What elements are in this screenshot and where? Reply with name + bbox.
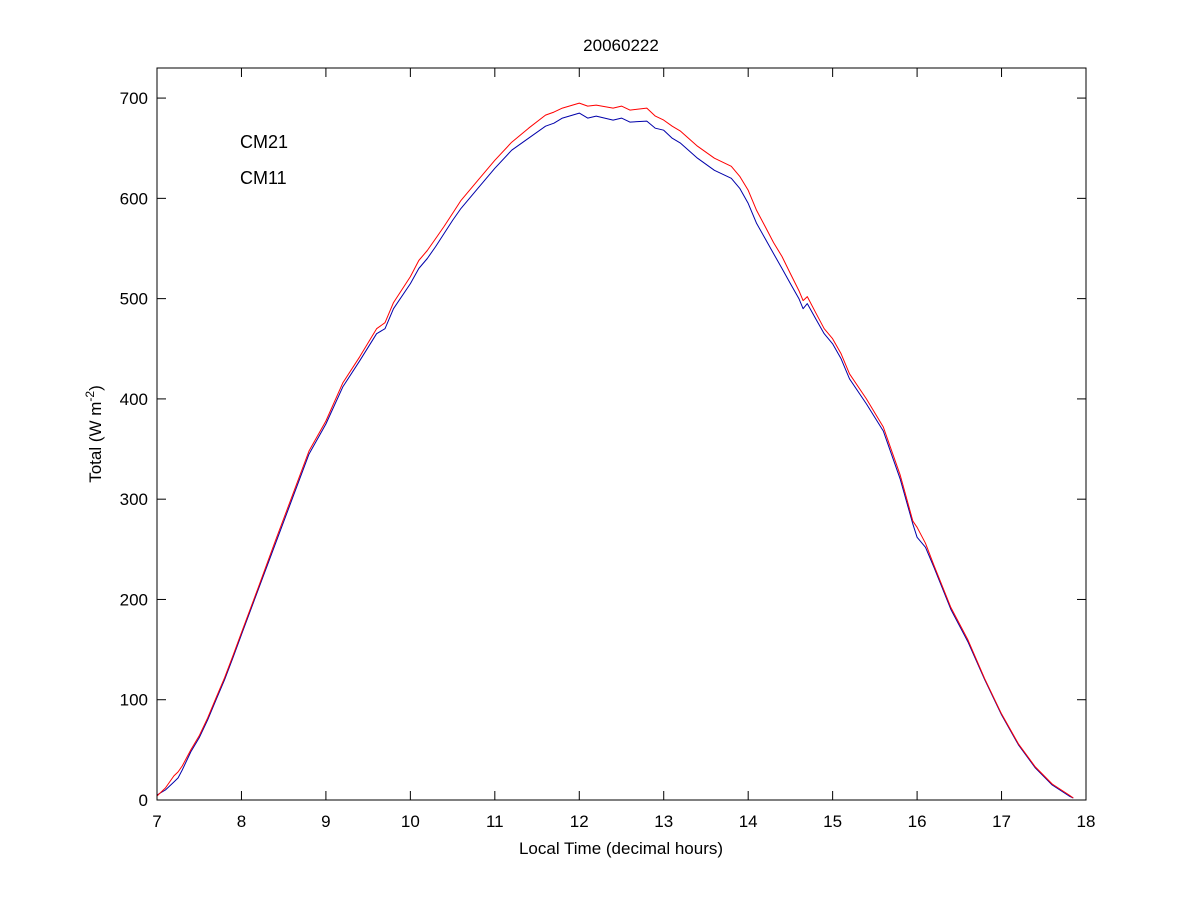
x-tick-label: 17 <box>992 812 1011 831</box>
x-tick-label: 14 <box>739 812 758 831</box>
y-tick-label: 500 <box>120 290 148 309</box>
y-tick-label: 400 <box>120 390 148 409</box>
y-axis-label: Total (W m-2) <box>83 385 105 483</box>
y-tick-label: 700 <box>120 89 148 108</box>
x-tick-label: 9 <box>321 812 330 831</box>
series-layer <box>156 102 1074 799</box>
legend-entry-cm11: CM11 <box>240 168 287 188</box>
legend-entry-cm21: CM21 <box>240 132 288 152</box>
y-axis-label-main: Total (W m <box>86 402 105 483</box>
series-line-cm21 <box>156 112 1074 799</box>
x-tick-label: 18 <box>1077 812 1096 831</box>
y-tick-label: 100 <box>120 691 148 710</box>
y-tick-label: 300 <box>120 490 148 509</box>
legend: CM21 CM11 <box>240 132 288 188</box>
x-tick-label: 11 <box>486 812 504 831</box>
x-tick-label: 12 <box>570 812 589 831</box>
plot-area <box>156 67 1087 801</box>
x-tick-label: 8 <box>237 812 246 831</box>
axis-ticks: 7 8 9 10 11 12 13 14 15 16 17 18 0 100 200 300 400 500 600… <box>120 68 1096 831</box>
y-tick-label: 200 <box>120 590 148 609</box>
y-axis-label-end: ) <box>86 385 105 391</box>
chart-title: 20060222 <box>583 36 659 55</box>
y-tick-label: 600 <box>120 189 148 208</box>
x-tick-label: 16 <box>908 812 927 831</box>
x-tick-label: 10 <box>401 812 420 831</box>
series-line-cm11 <box>156 102 1074 799</box>
y-tick-label: 0 <box>139 791 148 810</box>
x-tick-label: 13 <box>654 812 673 831</box>
x-tick-label: 7 <box>152 812 161 831</box>
x-axis-label: Local Time (decimal hours) <box>519 839 723 858</box>
y-axis-label-exponent: -2 <box>83 391 97 402</box>
x-tick-label: 15 <box>823 812 842 831</box>
